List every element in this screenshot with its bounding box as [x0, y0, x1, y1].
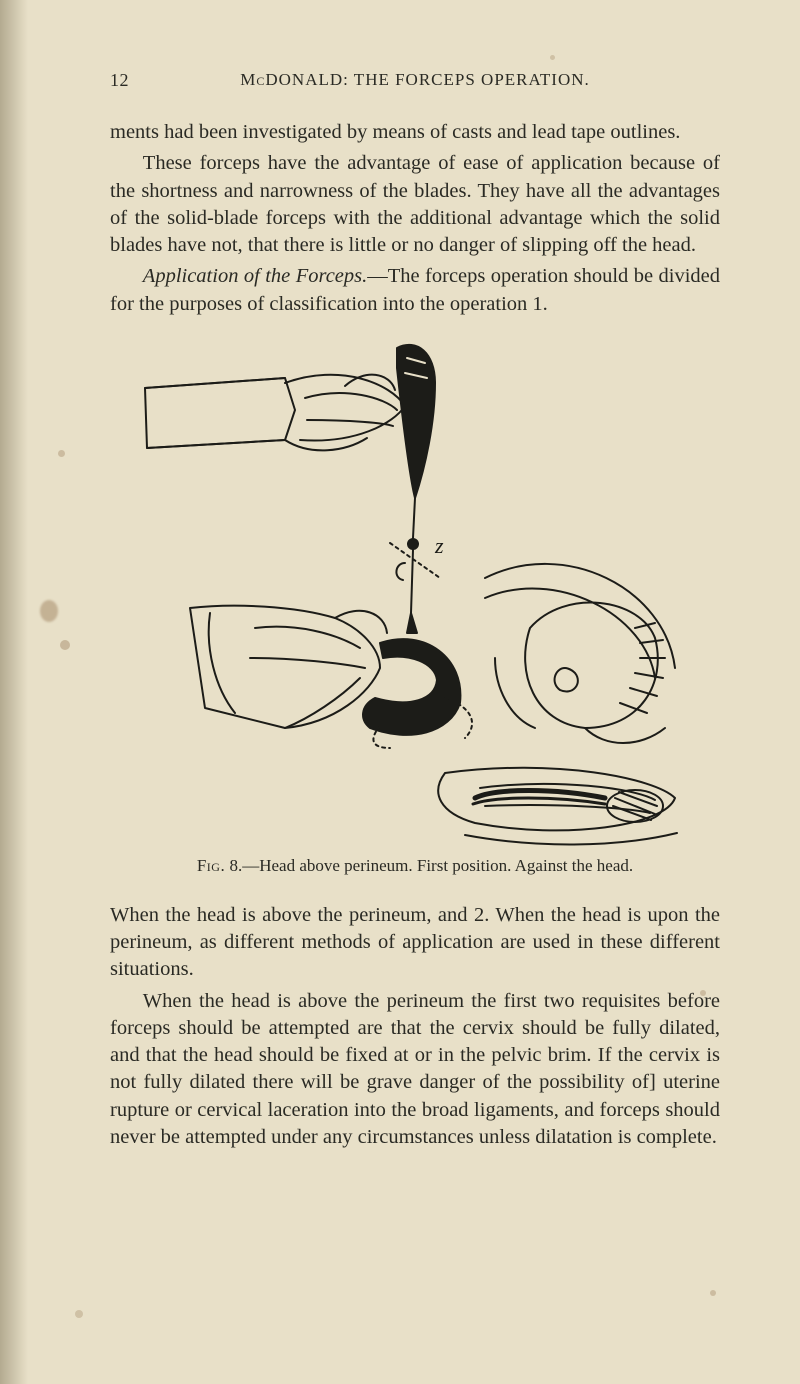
paragraph-3-lead: Application of the Forceps. [143, 265, 367, 287]
foxing-stain [550, 55, 555, 60]
paragraph-5: When the head is above the perineum the … [110, 988, 720, 1152]
page: 12 McDONALD: THE FORCEPS OPERATION. ment… [0, 0, 800, 1384]
figure-label: Fig. [197, 856, 225, 875]
figure-caption-text: —Head above perineum. First position. Ag… [242, 856, 633, 875]
foxing-stain [710, 1290, 716, 1296]
paragraph-3: Application of the Forceps.—The forceps … [110, 263, 720, 318]
figure-number: 8. [229, 856, 242, 875]
running-head: McDONALD: THE FORCEPS OPERATION. [160, 70, 670, 91]
figure-8: z [110, 328, 720, 848]
foxing-stain [40, 600, 58, 622]
lower-forceps-blade [363, 639, 472, 748]
paragraph-1: ments had been investigated by means of … [110, 119, 720, 146]
page-header: 12 McDONALD: THE FORCEPS OPERATION. [110, 70, 720, 91]
lower-hand-group [190, 605, 387, 727]
foxing-stain [58, 450, 65, 457]
figure-label-z: z [434, 533, 444, 558]
paragraph-2: These forceps have the advantage of ease… [110, 150, 720, 259]
page-number: 12 [110, 70, 160, 91]
foxing-stain [60, 640, 70, 650]
foxing-stain [75, 1310, 83, 1318]
bottom-vignette [438, 768, 677, 845]
lower-text-block: When the head is above the perineum, and… [110, 902, 720, 1151]
fetal-head-group [485, 564, 675, 743]
upper-forceps-blade [396, 345, 435, 633]
figure-8-caption: Fig. 8.—Head above perineum. First posit… [110, 856, 720, 876]
figure-8-svg: z [135, 328, 695, 848]
header-spacer [670, 70, 720, 91]
upper-hand-group [145, 374, 405, 450]
paragraph-4: When the head is above the perineum, and… [110, 902, 720, 984]
gutter-shadow [0, 0, 28, 1384]
